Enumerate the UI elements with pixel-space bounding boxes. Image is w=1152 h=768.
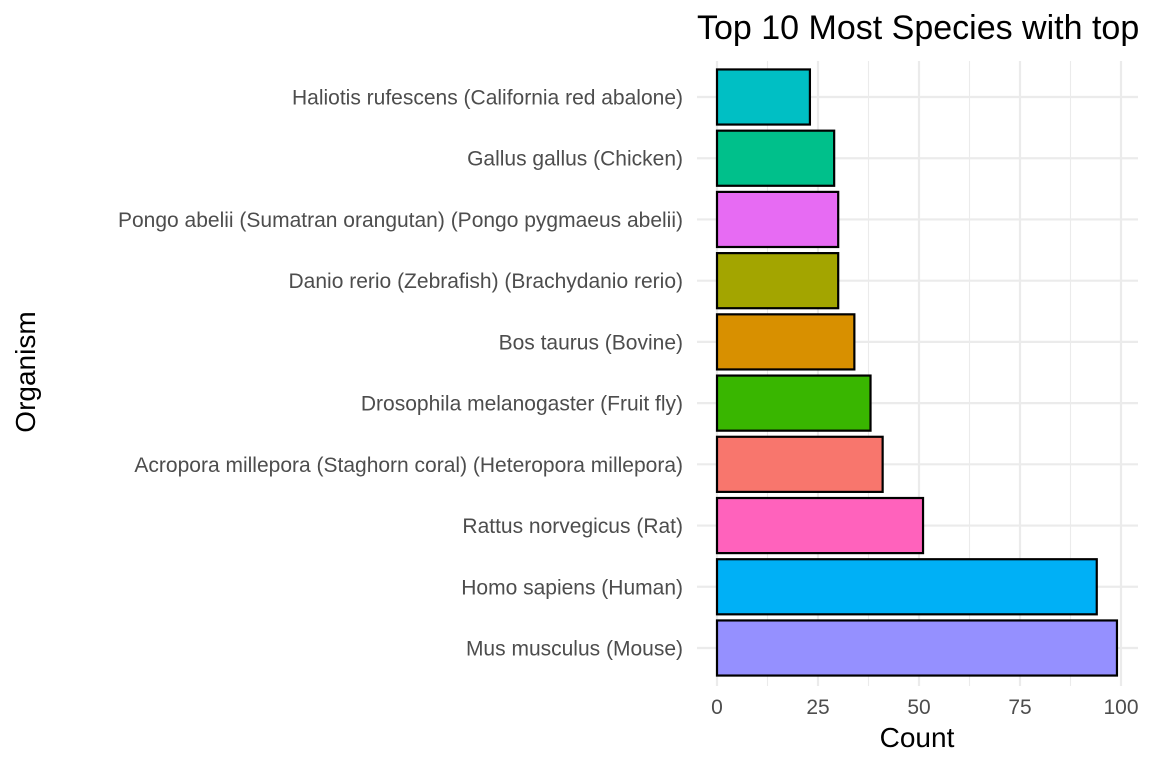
x-tick-label: 50 [907,696,930,719]
bar [715,190,840,249]
y-tick-label: Drosophila melanogaster (Fruit fly) [361,393,683,416]
y-tick-label: Homo sapiens (Human) [461,576,683,599]
y-axis-title: Organism [10,311,41,432]
x-tick-label: 0 [711,696,723,719]
y-tick-label: Danio rerio (Zebrafish) (Brachydanio rer… [289,270,683,293]
x-tick-label: 25 [806,696,829,719]
y-tick-label: Bos taurus (Bovine) [499,331,683,354]
bar [715,129,836,187]
chart-title: Top 10 Most Species with top [697,9,1139,47]
y-tick-label: Haliotis rufescens (California red abalo… [292,87,683,110]
y-tick-labels: Haliotis rufescens (California red abalo… [118,87,683,661]
x-axis-title: Count [880,722,955,753]
x-tick-label: 100 [1103,696,1138,719]
y-tick-label: Gallus gallus (Chicken) [467,148,683,171]
y-tick-label: Mus musculus (Mouse) [466,638,683,661]
y-tick-label: Rattus norvegicus (Rat) [462,515,683,538]
bar [715,496,925,555]
y-tick-label: Pongo abelii (Sumatran orangutan) (Pongo… [118,209,683,232]
bar [715,252,840,310]
bar [715,68,812,126]
bar [715,558,1098,616]
y-tick-label: Acropora millepora (Staghorn coral) (Het… [134,454,683,477]
bars [715,68,1119,677]
bar [715,313,856,371]
bar [715,374,872,432]
bar [715,435,884,493]
x-tick-labels: 0 25 50 75 100 [711,696,1138,719]
x-tick-label: 75 [1008,696,1031,719]
bar [715,619,1119,677]
